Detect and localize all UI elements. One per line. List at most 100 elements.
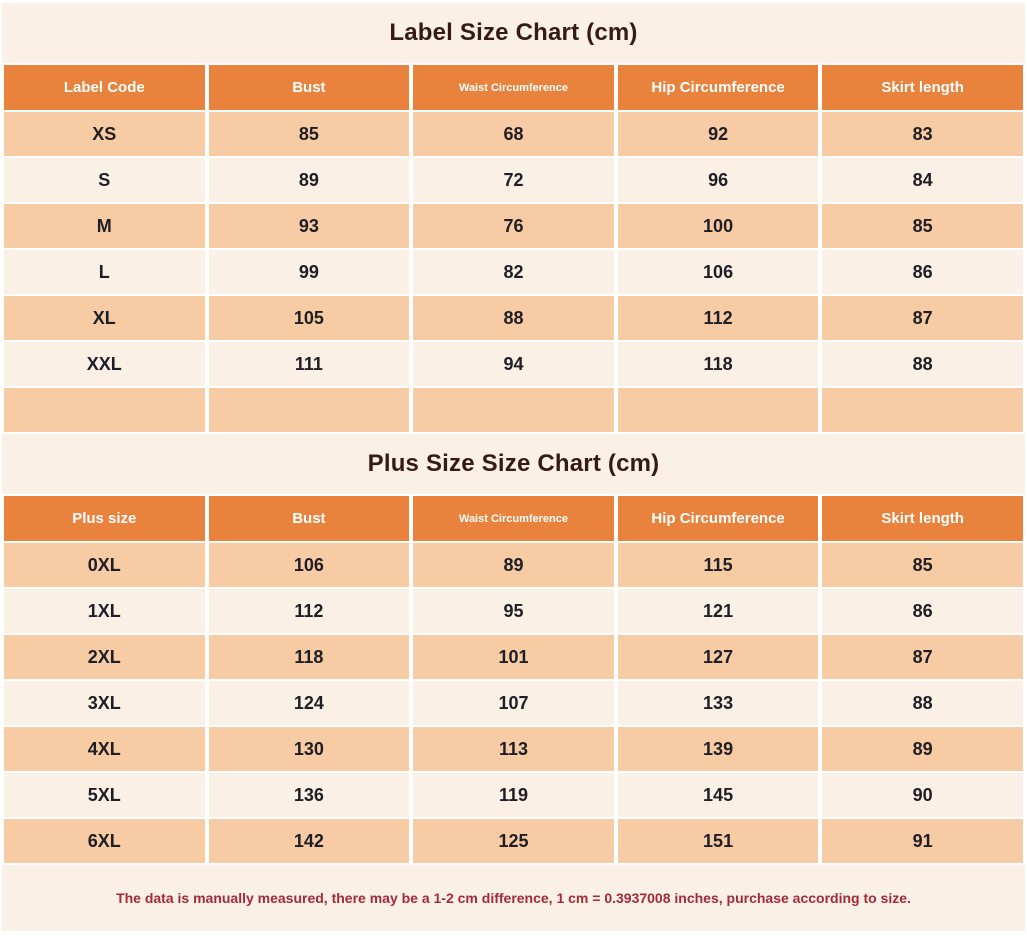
table-cell <box>617 388 819 432</box>
plus-size-table-header: Plus size Bust Waist Circumference Hip Circ… <box>4 496 1023 541</box>
table-cell: S <box>4 158 205 202</box>
table-cell: XS <box>4 112 205 156</box>
table-cell: 151 <box>617 819 819 863</box>
table-cell <box>413 388 614 432</box>
measurement-note: The data is manually measured, there may… <box>2 865 1025 931</box>
table-cell: 89 <box>822 727 1023 771</box>
table-cell: 133 <box>617 681 819 725</box>
table-row: 1XL 112 95 121 86 <box>4 589 1023 633</box>
table-row: XS 85 68 92 83 <box>4 112 1023 156</box>
table-cell: 125 <box>413 819 614 863</box>
table-header-row: Plus size Bust Waist Circumference Hip Circ… <box>4 496 1023 541</box>
table-cell: 119 <box>413 773 614 817</box>
table-cell: 99 <box>208 250 410 294</box>
table-cell: 130 <box>208 727 410 771</box>
table-row: 6XL 142 125 151 91 <box>4 819 1023 863</box>
table-cell: 115 <box>617 543 819 587</box>
table-cell: 0XL <box>4 543 205 587</box>
table-row: 0XL 106 89 115 85 <box>4 543 1023 587</box>
table-cell: 105 <box>208 296 410 340</box>
table-header-cell: Plus size <box>4 496 205 541</box>
table-cell: 83 <box>822 112 1023 156</box>
table-header-cell: Bust <box>208 496 410 541</box>
table-cell: 106 <box>617 250 819 294</box>
table-cell: 118 <box>617 342 819 386</box>
table-cell: 86 <box>822 589 1023 633</box>
table-row: 5XL 136 119 145 90 <box>4 773 1023 817</box>
table-cell: XL <box>4 296 205 340</box>
table-cell: 89 <box>208 158 410 202</box>
table-cell: 85 <box>208 112 410 156</box>
table-cell: 112 <box>617 296 819 340</box>
table-row: S 89 72 96 84 <box>4 158 1023 202</box>
label-size-table: Label Code Bust Waist Circumference Hip Cir… <box>0 63 1027 434</box>
table-cell: 87 <box>822 635 1023 679</box>
table-row <box>4 388 1023 432</box>
table-cell <box>822 388 1023 432</box>
table-row: 4XL 130 113 139 89 <box>4 727 1023 771</box>
table-cell: 88 <box>822 342 1023 386</box>
table-row: XL 105 88 112 87 <box>4 296 1023 340</box>
table-cell: 91 <box>822 819 1023 863</box>
table-header-cell: Hip Circumference <box>617 65 819 110</box>
table-cell: 5XL <box>4 773 205 817</box>
table-header-cell: Bust <box>208 65 410 110</box>
table-cell: 145 <box>617 773 819 817</box>
table-cell: 85 <box>822 543 1023 587</box>
table-cell: 90 <box>822 773 1023 817</box>
table-cell <box>4 388 205 432</box>
table-cell: 107 <box>413 681 614 725</box>
table-row: 2XL 118 101 127 87 <box>4 635 1023 679</box>
table-cell: 96 <box>617 158 819 202</box>
table-cell: 142 <box>208 819 410 863</box>
table-cell: L <box>4 250 205 294</box>
table-header-cell: Hip Circumference <box>617 496 819 541</box>
table-cell: 136 <box>208 773 410 817</box>
label-size-chart-title: Label Size Chart (cm) <box>2 3 1025 63</box>
table-cell: 88 <box>822 681 1023 725</box>
table-cell: 94 <box>413 342 614 386</box>
table-cell: 3XL <box>4 681 205 725</box>
table-cell: 106 <box>208 543 410 587</box>
table-header-row: Label Code Bust Waist Circumference Hip Cir… <box>4 65 1023 110</box>
table-header-cell: Waist Circumference <box>413 65 614 110</box>
table-row: XXL 111 94 118 88 <box>4 342 1023 386</box>
table-cell: 4XL <box>4 727 205 771</box>
table-cell: 100 <box>617 204 819 248</box>
table-cell: 86 <box>822 250 1023 294</box>
label-size-table-body: XS 85 68 92 83 S 89 72 96 84 M 93 76 100 85 L 99 82 106 86 X… <box>4 112 1023 432</box>
table-cell: 6XL <box>4 819 205 863</box>
table-header-cell: Waist Circumference <box>413 496 614 541</box>
table-row: 3XL 124 107 133 88 <box>4 681 1023 725</box>
table-row: L 99 82 106 86 <box>4 250 1023 294</box>
table-cell: 84 <box>822 158 1023 202</box>
table-cell: XXL <box>4 342 205 386</box>
table-cell: 72 <box>413 158 614 202</box>
table-cell: 101 <box>413 635 614 679</box>
table-cell: 2XL <box>4 635 205 679</box>
table-cell: M <box>4 204 205 248</box>
table-cell: 95 <box>413 589 614 633</box>
table-header-cell: Skirt length <box>822 65 1023 110</box>
table-row: M 93 76 100 85 <box>4 204 1023 248</box>
table-cell <box>208 388 410 432</box>
table-cell: 113 <box>413 727 614 771</box>
table-cell: 92 <box>617 112 819 156</box>
table-cell: 82 <box>413 250 614 294</box>
table-cell: 111 <box>208 342 410 386</box>
table-cell: 112 <box>208 589 410 633</box>
plus-size-chart-title: Plus Size Size Chart (cm) <box>2 434 1025 494</box>
plus-size-table: Plus size Bust Waist Circumference Hip Circ… <box>0 494 1027 865</box>
table-cell: 76 <box>413 204 614 248</box>
table-cell: 127 <box>617 635 819 679</box>
table-cell: 85 <box>822 204 1023 248</box>
table-header-cell: Skirt length <box>822 496 1023 541</box>
table-cell: 68 <box>413 112 614 156</box>
table-header-cell: Label Code <box>4 65 205 110</box>
table-cell: 118 <box>208 635 410 679</box>
plus-size-table-body: 0XL 106 89 115 85 1XL 112 95 121 86 2XL 118 101 127 87… <box>4 543 1023 863</box>
table-cell: 89 <box>413 543 614 587</box>
table-cell: 124 <box>208 681 410 725</box>
table-cell: 87 <box>822 296 1023 340</box>
